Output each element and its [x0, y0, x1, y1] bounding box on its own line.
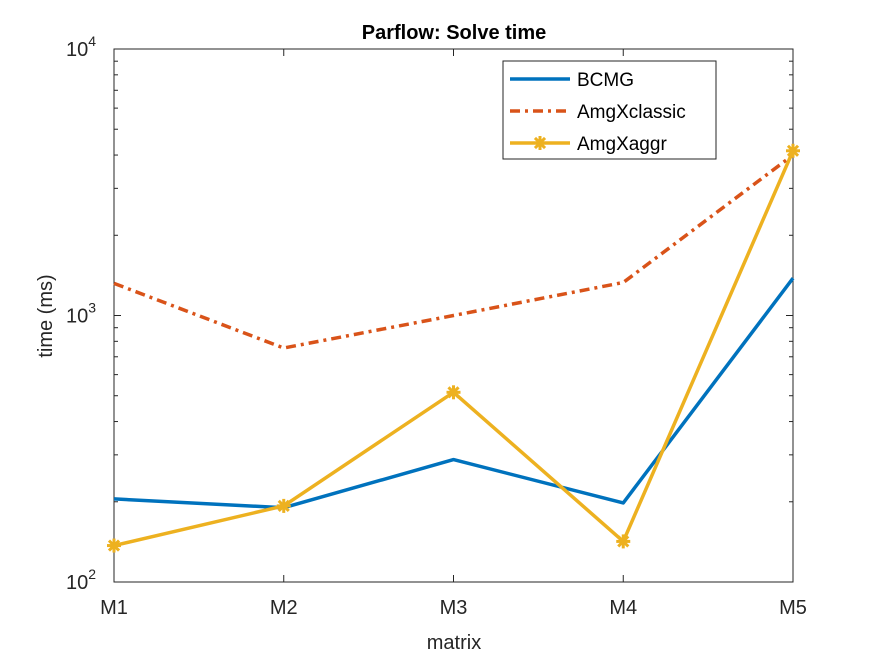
x-tick-labels: M1 M2 M3 M4 M5	[100, 597, 807, 619]
y-tick-label: 102	[66, 566, 96, 594]
y-tick-label: 103	[66, 300, 96, 328]
x-tick-label: M3	[440, 597, 468, 619]
y-tick-label: 104	[66, 33, 96, 61]
legend: BCMG AmgXclassic AmgXaggr	[502, 60, 717, 160]
y-axis-label: time (ms)	[35, 274, 57, 357]
data-point-amgxaggr-5	[786, 143, 800, 158]
x-tick-label: M1	[100, 597, 128, 619]
data-point-amgxaggr-3	[446, 385, 461, 400]
legend-label-amgxclassic: AmgXclassic	[577, 102, 686, 123]
y-tick-labels: 102 103 104	[66, 33, 96, 594]
legend-item-bcmg: BCMG	[510, 70, 634, 91]
legend-item-amgxclassic: AmgXclassic	[510, 102, 686, 123]
chart-title: Parflow: Solve time	[362, 22, 547, 44]
data-point-amgxaggr-1	[107, 538, 121, 553]
axis-ticks	[113, 49, 794, 583]
x-tick-label: M2	[270, 597, 298, 619]
x-axis-label: matrix	[427, 632, 481, 654]
legend-marker-amgxaggr	[533, 136, 547, 150]
series-layer	[107, 143, 800, 553]
legend-item-amgxaggr: AmgXaggr	[510, 134, 667, 155]
x-tick-label: M5	[779, 597, 807, 619]
legend-label-bcmg: BCMG	[577, 70, 634, 91]
legend-label-amgxaggr: AmgXaggr	[577, 134, 667, 155]
data-point-amgxaggr-4	[616, 534, 631, 549]
data-point-amgxaggr-2	[276, 498, 291, 513]
x-tick-label: M4	[609, 597, 637, 619]
